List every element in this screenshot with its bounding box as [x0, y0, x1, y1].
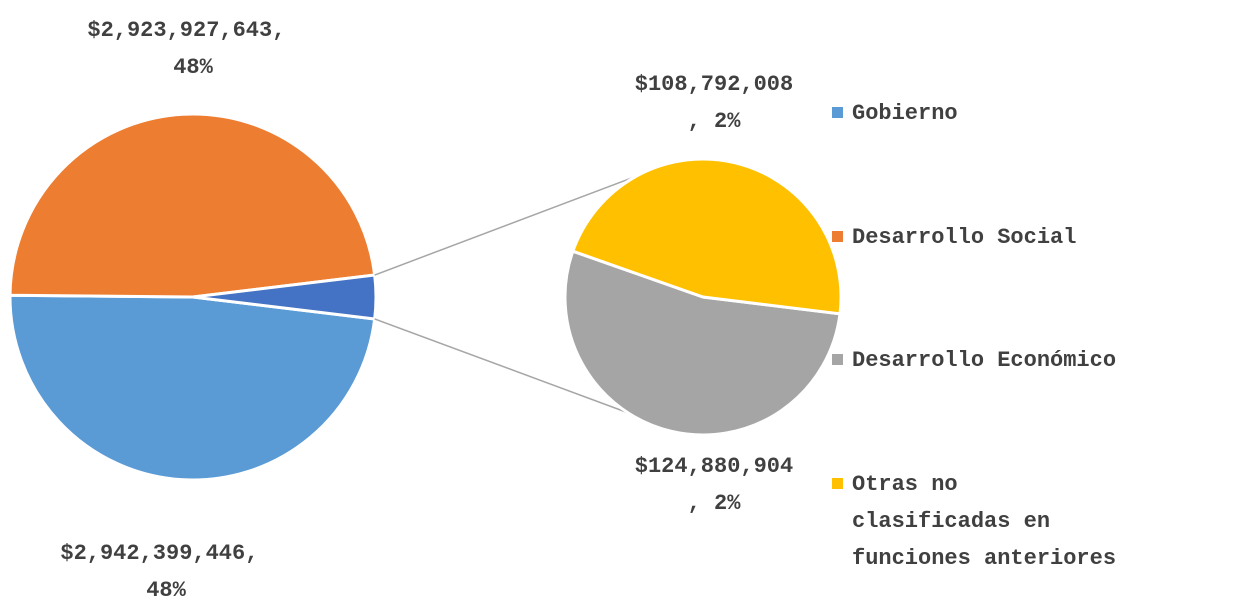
data-label: $108,792,008, 2%	[635, 72, 793, 134]
legend-swatch	[832, 107, 843, 118]
pie-slice	[8, 293, 377, 482]
connector-line	[374, 175, 637, 276]
pie-slice	[8, 112, 377, 299]
legend-swatch	[832, 231, 843, 242]
data-label: $2,923,927,643, 48%	[87, 18, 298, 80]
legend-label: Gobierno	[852, 101, 958, 126]
data-label: $2,942,399,446, 48%	[60, 541, 271, 601]
legend-label: Desarrollo Social	[852, 225, 1076, 250]
legend-label: Otras no clasificadas en funciones anter…	[852, 472, 1116, 571]
legend-swatch	[832, 354, 843, 365]
legend-swatch	[832, 478, 843, 489]
pie-slice	[563, 249, 842, 437]
pie-slice-other	[192, 273, 378, 321]
connector-line	[374, 318, 629, 414]
data-label: $124,880,904, 2%	[635, 454, 793, 516]
legend-label: Desarrollo Económico	[852, 348, 1116, 373]
pie-slice	[570, 157, 843, 316]
